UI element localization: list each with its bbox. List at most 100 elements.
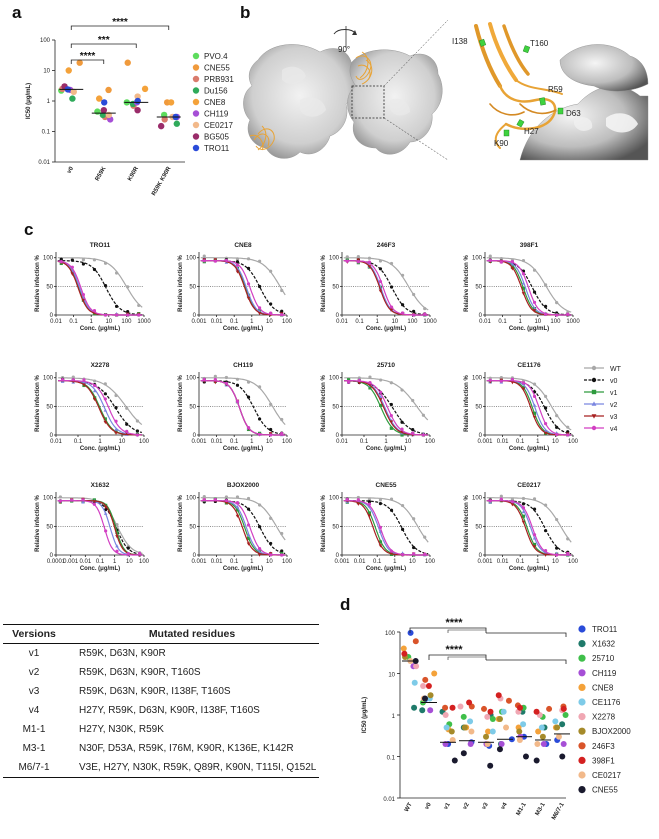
y-axis-label: Relative infection % (464, 374, 470, 431)
data-point-a (69, 95, 76, 102)
curve-point-v4 (126, 313, 130, 317)
curve-point-v4 (257, 432, 262, 436)
legend-marker-d (578, 625, 586, 633)
data-point-a (76, 59, 83, 66)
y-axis-label: Relative infection % (178, 254, 184, 311)
curve-point-v4 (378, 525, 383, 529)
x-tick-label: 0.01 (79, 559, 91, 565)
curve-point-v4 (412, 552, 416, 556)
curve-point-v3 (70, 272, 75, 276)
x-tick-label: 0.01 (211, 559, 223, 565)
curve-point-v0 (246, 507, 251, 511)
data-point-d (533, 757, 540, 764)
x-tick-label: 0.001 (477, 559, 493, 565)
curve-point-v0 (543, 406, 548, 410)
data-point-d (442, 712, 449, 718)
x-tick-label: 0.1 (69, 319, 78, 325)
curve-point-v4 (103, 397, 107, 401)
curve-point-wt (71, 375, 75, 379)
curve-point-v4 (488, 378, 492, 382)
neutralization-plot-ce1176: CE1176 0 50 100 0.001 0.01 0.1 1 10 100 Conc. (μg/… (464, 362, 579, 452)
curve-point-v2 (521, 281, 526, 285)
legend-marker-c (591, 414, 597, 419)
curve-point-v0 (235, 260, 240, 264)
data-point-d (407, 629, 414, 636)
curve-point-v1 (379, 403, 383, 407)
curve-point-v0 (114, 304, 119, 308)
curve-point-v4 (70, 265, 74, 269)
data-point-d (422, 676, 429, 683)
curve-point-v4 (126, 552, 130, 556)
legend-label-d: 398F1 (592, 756, 615, 765)
residue-labels: I138 T160 R59 D63 H27 K90 (452, 37, 581, 148)
curve-point-v0 (246, 395, 251, 399)
x-tick-label-d: v0 (424, 801, 433, 810)
curve-point-wt (345, 255, 349, 259)
legend-marker-d (578, 713, 586, 721)
legend-marker-d (578, 698, 586, 706)
legend-marker-c (591, 365, 597, 371)
curve-point-wt (532, 382, 537, 386)
curve-point-v0 (269, 302, 273, 306)
curve-point-wt (257, 385, 262, 389)
residues-cell: H27Y, N30K, R59K (79, 724, 164, 735)
data-point-d (485, 728, 492, 735)
curve-point-v4 (81, 293, 86, 297)
curve-wt (486, 497, 572, 543)
version-cell: M3-1 (22, 743, 46, 754)
data-point-d (498, 741, 505, 748)
curve-point-v3 (92, 500, 97, 504)
significance-bracket-a (70, 59, 105, 64)
y-tick-label: 100 (43, 376, 54, 382)
curve-point-wt (280, 288, 284, 293)
curve-point-v1 (521, 286, 526, 290)
version-cell: v3 (28, 686, 40, 697)
y-tick-label: 0 (193, 433, 197, 439)
y-axis-label: Relative infection % (321, 494, 327, 551)
curve-point-v0 (269, 427, 273, 432)
legend-marker-d (578, 742, 586, 750)
x-tick-label: 0.1 (516, 559, 525, 565)
curve-point-v3 (213, 381, 218, 385)
y-tick-label: 100 (472, 256, 483, 262)
curve-point-wt (269, 516, 273, 520)
curve-point-wt (269, 269, 273, 273)
data-point-a (167, 99, 175, 106)
curve-point-v4 (389, 305, 394, 309)
x-tick-label: 1 (519, 319, 523, 325)
curve-v3 (57, 260, 143, 316)
data-point-d (411, 679, 418, 686)
curve-point-wt (411, 398, 415, 403)
curve-point-v0 (257, 284, 262, 289)
curve-point-v0 (367, 500, 372, 504)
y-axis-label: Relative infection % (321, 374, 327, 431)
data-point-d (401, 650, 408, 657)
curve-v4 (343, 500, 429, 556)
curve-point-v4 (125, 429, 129, 433)
curve-point-v1 (347, 378, 351, 382)
table-header: Versions Mutated residues (3, 624, 319, 644)
x-tick-label: 1000 (566, 319, 580, 325)
curve-v4 (486, 500, 572, 556)
significance-bracket-d (486, 632, 567, 637)
legend-marker-d (578, 771, 586, 779)
x-tick-label-a: v0 (66, 165, 75, 174)
curve-point-v4 (510, 377, 515, 381)
panel-d-chart: 0.01 0.1 1 10 100 IC50 (μg/mL) WT v0 v1 v2 v3 v4 M1-… (362, 617, 631, 821)
legend-label-d: TRO11 (592, 625, 618, 634)
curve-point-wt (389, 497, 394, 501)
version-cell: v2 (28, 667, 40, 678)
y-tick-label: 50 (189, 404, 196, 410)
curve-point-v0 (555, 425, 559, 429)
x-tick-label: 0.1 (74, 439, 83, 445)
curve-point-wt (202, 495, 206, 499)
data-point-d (560, 705, 567, 712)
data-point-d (495, 692, 502, 699)
curve-point-v4 (400, 311, 405, 315)
data-point-d (559, 721, 566, 728)
curve-point-v0 (81, 262, 86, 266)
y-tick-label: 100 (329, 496, 340, 502)
curve-point-wt (543, 394, 548, 398)
curve-point-wt (246, 380, 251, 384)
